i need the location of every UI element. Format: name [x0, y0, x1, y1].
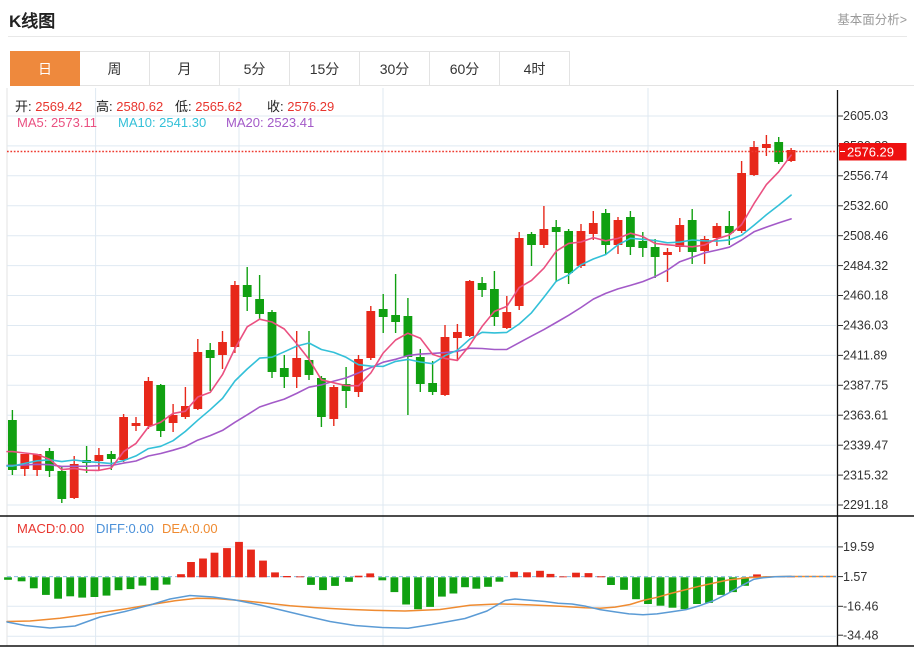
svg-text:2363.61: 2363.61 — [843, 408, 888, 422]
svg-text:2339.47: 2339.47 — [843, 438, 888, 452]
svg-text:-16.46: -16.46 — [843, 600, 878, 614]
svg-text:2315.32: 2315.32 — [843, 468, 888, 482]
svg-text:2436.03: 2436.03 — [843, 319, 888, 333]
svg-text:2556.74: 2556.74 — [843, 169, 888, 183]
svg-text:2532.60: 2532.60 — [843, 199, 888, 213]
svg-text:2291.18: 2291.18 — [843, 498, 888, 512]
svg-text:2605.03: 2605.03 — [843, 109, 888, 123]
svg-text:2484.32: 2484.32 — [843, 259, 888, 273]
svg-text:-34.48: -34.48 — [843, 628, 878, 642]
svg-text:2576.29: 2576.29 — [847, 144, 894, 159]
svg-text:2508.46: 2508.46 — [843, 229, 888, 243]
svg-text:1.57: 1.57 — [843, 570, 867, 584]
svg-text:2460.18: 2460.18 — [843, 289, 888, 303]
svg-text:2411.89: 2411.89 — [843, 349, 887, 363]
svg-text:19.59: 19.59 — [843, 540, 874, 554]
svg-text:2387.75: 2387.75 — [843, 379, 888, 393]
